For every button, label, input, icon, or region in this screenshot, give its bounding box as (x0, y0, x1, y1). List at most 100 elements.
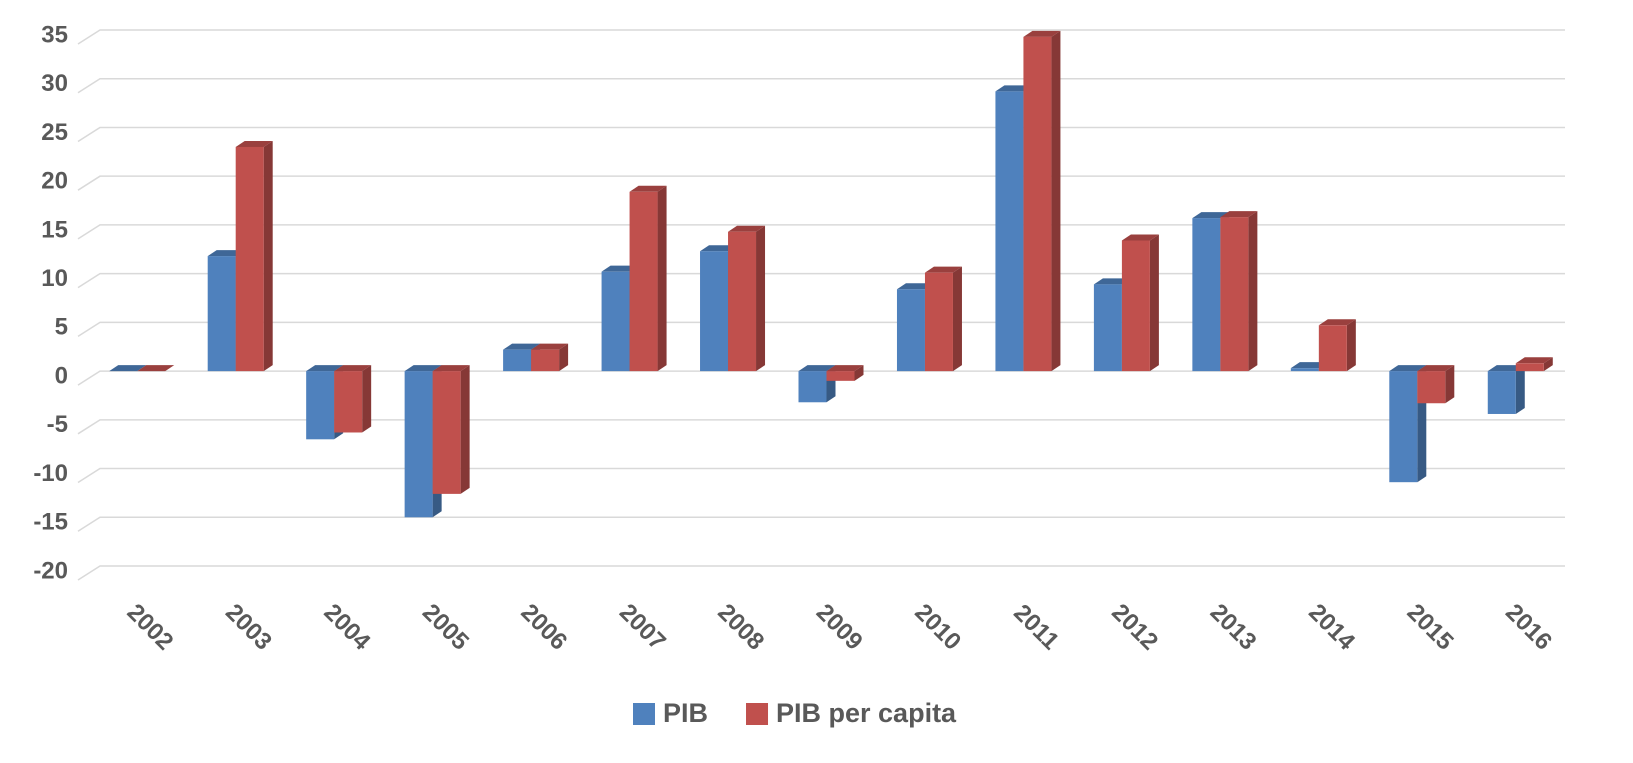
bar-top (995, 85, 1033, 92)
bar-top (601, 265, 639, 272)
bar-top (1290, 362, 1328, 369)
y-tick-label: 20 (41, 168, 68, 195)
bar (334, 365, 372, 433)
bar (798, 365, 836, 403)
bar-top (503, 343, 541, 350)
y-tick-label: 15 (41, 216, 68, 243)
grid-line (77, 467, 1565, 484)
bar (109, 365, 147, 372)
bar-front (995, 91, 1024, 372)
bar (728, 225, 766, 372)
bar-front (1318, 325, 1347, 372)
legend-swatch (746, 703, 769, 725)
bar-side (657, 185, 667, 372)
bar-top (334, 365, 372, 372)
x-tick-label: 2006 (515, 599, 572, 656)
bar-top (700, 245, 738, 252)
x-tick-label: 2009 (811, 599, 868, 656)
bar (1121, 234, 1159, 372)
bar (531, 343, 569, 372)
legend: PIB PIB per capita (633, 698, 957, 728)
bar-top (1220, 211, 1258, 218)
grid-line (77, 419, 1565, 435)
bar (1515, 357, 1553, 372)
x-tick-label: 2014 (1303, 599, 1360, 656)
bar-side (1515, 365, 1525, 414)
grid-line (77, 272, 1565, 289)
bar-front (1220, 217, 1249, 372)
bar-top (629, 185, 667, 192)
bar-front (1192, 218, 1221, 372)
y-tick-label: 25 (41, 119, 68, 146)
grid-line (77, 126, 1565, 143)
bar-top (1121, 234, 1159, 241)
bar-front (601, 271, 630, 372)
bar-front (404, 371, 433, 518)
bar-side (952, 266, 962, 372)
bar (1318, 319, 1356, 372)
bar-side (1248, 211, 1258, 372)
bar-top (1389, 365, 1427, 372)
bar (924, 266, 962, 372)
bar-front (924, 272, 953, 372)
bar-side (559, 343, 569, 372)
y-tick-label: -15 (33, 509, 68, 536)
bar-front (728, 231, 757, 372)
grid-line (77, 370, 1565, 386)
bar (432, 365, 470, 494)
grid-line (77, 77, 1565, 94)
bar-side (756, 225, 766, 372)
y-tick-label: -5 (47, 411, 68, 438)
y-tick-label: 30 (41, 70, 68, 97)
legend-swatch (633, 703, 655, 725)
legend-label: PIB (663, 698, 708, 728)
bar-side (854, 365, 864, 381)
bar-side (362, 365, 372, 433)
x-tick-label: 2002 (122, 599, 179, 656)
y-tick-label: 0 (55, 362, 68, 389)
grid-line (77, 29, 1565, 45)
x-tick-label: 2003 (220, 599, 277, 656)
bar (629, 185, 667, 372)
bar-front (306, 371, 335, 440)
bar-front (1121, 240, 1150, 372)
bar-top (1192, 212, 1230, 219)
bar-top (1093, 278, 1131, 285)
bar-front (207, 256, 236, 372)
bar-top (109, 365, 147, 372)
bar-front (798, 371, 827, 403)
grid-line (77, 224, 1565, 240)
bar-top (404, 365, 442, 372)
bar-side (1543, 357, 1553, 372)
bar-front (503, 349, 532, 372)
bar-top (924, 266, 962, 273)
bar-front (1093, 284, 1122, 372)
bar-side (1149, 234, 1159, 372)
bar-side (1346, 319, 1356, 372)
bar-front (531, 349, 560, 372)
bar-front (1487, 371, 1516, 414)
bar-top (1318, 319, 1356, 326)
x-tick-label: 2004 (319, 599, 376, 656)
bar-side (460, 365, 470, 494)
grid-line (77, 321, 1565, 337)
bar-side (1051, 30, 1061, 372)
x-tick-label: 2011 (1008, 599, 1064, 655)
bar (1417, 365, 1455, 404)
x-tick-label: 2008 (712, 599, 769, 656)
bar (235, 140, 273, 372)
bar-front (896, 289, 925, 372)
bar (1023, 30, 1061, 372)
bar-top (896, 283, 934, 290)
bar-top (306, 365, 344, 372)
bar (1220, 211, 1258, 372)
bar-front (334, 371, 363, 433)
y-tick-label: 5 (55, 314, 68, 341)
bar-top (826, 365, 864, 372)
bar-front (826, 371, 855, 381)
bar (1487, 365, 1525, 414)
x-tick-label: 2005 (417, 599, 474, 656)
legend-label: PIB per capita (776, 698, 957, 728)
y-tick-label: -20 (33, 557, 68, 584)
